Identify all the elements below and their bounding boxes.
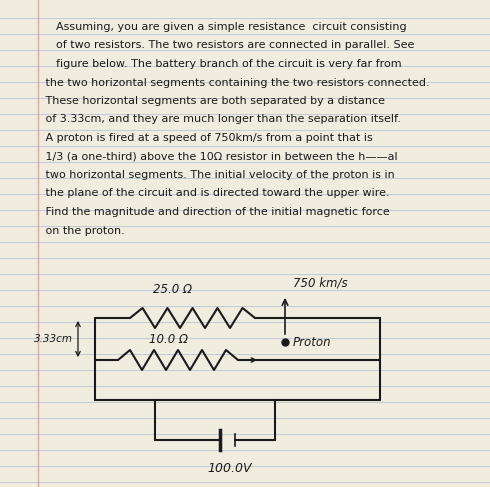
Text: Find the magnitude and direction of the initial magnetic force: Find the magnitude and direction of the …: [42, 207, 390, 217]
Text: of 3.33cm, and they are much longer than the separation itself.: of 3.33cm, and they are much longer than…: [42, 114, 401, 125]
Text: two horizontal segments. The initial velocity of the proton is in: two horizontal segments. The initial vel…: [42, 170, 395, 180]
Text: 10.0 Ω: 10.0 Ω: [148, 333, 188, 346]
Text: These horizontal segments are both separated by a distance: These horizontal segments are both separ…: [42, 96, 385, 106]
Text: 3.33cm: 3.33cm: [34, 334, 73, 344]
Text: the plane of the circuit and is directed toward the upper wire.: the plane of the circuit and is directed…: [42, 188, 390, 199]
Text: the two horizontal segments containing the two resistors connected.: the two horizontal segments containing t…: [42, 77, 430, 88]
Text: 1/3 (a one-third) above the 10Ω resistor in between the h——al: 1/3 (a one-third) above the 10Ω resistor…: [42, 151, 397, 162]
Text: on the proton.: on the proton.: [42, 225, 125, 236]
Text: Proton: Proton: [293, 336, 332, 349]
Text: A proton is fired at a speed of 750km/s from a point that is: A proton is fired at a speed of 750km/s …: [42, 133, 373, 143]
Text: 100.0V: 100.0V: [208, 462, 252, 475]
Text: of two resistors. The two resistors are connected in parallel. See: of two resistors. The two resistors are …: [42, 40, 415, 51]
Text: 750 km/s: 750 km/s: [293, 277, 347, 290]
Text: Assuming, you are given a simple resistance  circuit consisting: Assuming, you are given a simple resista…: [42, 22, 407, 32]
Text: figure below. The battery branch of the circuit is very far from: figure below. The battery branch of the …: [42, 59, 402, 69]
Text: 25.0 Ω: 25.0 Ω: [153, 283, 192, 296]
